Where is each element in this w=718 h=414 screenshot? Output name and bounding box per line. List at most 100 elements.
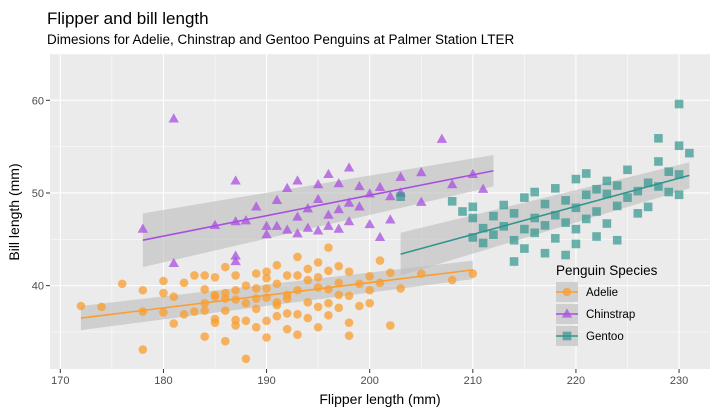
gentoo-point bbox=[530, 187, 539, 197]
gentoo-point bbox=[643, 202, 653, 212]
adelie-point bbox=[210, 318, 220, 327]
adelie-point bbox=[221, 262, 230, 272]
chinstrap-point bbox=[364, 218, 375, 229]
gentoo-point bbox=[540, 248, 550, 258]
chinstrap-point bbox=[271, 220, 283, 230]
gentoo-point bbox=[551, 184, 560, 193]
gentoo-point bbox=[664, 167, 674, 176]
adelie-point bbox=[272, 300, 282, 310]
x-tick-label: 220 bbox=[567, 375, 585, 387]
adelie-point bbox=[231, 271, 240, 280]
gentoo-point bbox=[623, 193, 632, 202]
gentoo-point bbox=[540, 199, 550, 209]
chinstrap-point bbox=[271, 194, 283, 204]
x-tick-label: 170 bbox=[51, 375, 69, 387]
adelie-point bbox=[190, 307, 199, 316]
gentoo-point bbox=[396, 192, 405, 201]
adelie-point bbox=[355, 301, 364, 311]
x-tick-label: 190 bbox=[257, 375, 275, 387]
adelie-point bbox=[241, 354, 251, 364]
chinstrap-confidence-band bbox=[142, 154, 494, 268]
legend-label-chinstrap: Chinstrap bbox=[586, 309, 635, 321]
gentoo-point bbox=[685, 148, 694, 158]
chinstrap-point bbox=[230, 250, 241, 260]
chinstrap-point bbox=[261, 229, 272, 239]
legend-marker-chinstrap bbox=[561, 308, 573, 318]
gentoo-point bbox=[592, 232, 601, 241]
gentoo-point bbox=[674, 141, 684, 151]
chinstrap-point bbox=[230, 255, 241, 266]
adelie-point bbox=[386, 321, 395, 330]
adelie-point bbox=[293, 310, 302, 319]
adelie-point bbox=[334, 303, 344, 313]
chinstrap-point bbox=[436, 133, 448, 143]
y-axis-label: Bill length (mm) bbox=[6, 163, 22, 260]
adelie-point bbox=[169, 292, 179, 302]
adelie-point bbox=[221, 288, 230, 298]
gentoo-point bbox=[571, 224, 581, 234]
adelie-point bbox=[303, 275, 313, 285]
chinstrap-point bbox=[168, 257, 179, 267]
adelie-point bbox=[344, 291, 354, 301]
adelie-point bbox=[210, 272, 220, 282]
adelie-point bbox=[344, 331, 354, 340]
adelie-point bbox=[190, 271, 199, 280]
chinstrap-point bbox=[261, 220, 272, 230]
adelie-point bbox=[313, 283, 323, 292]
gentoo-point bbox=[592, 184, 601, 194]
gentoo-point bbox=[654, 134, 663, 143]
adelie-point bbox=[282, 324, 292, 334]
chinstrap-point bbox=[292, 175, 303, 185]
gentoo-point bbox=[623, 165, 632, 175]
gentoo-point bbox=[581, 190, 591, 200]
chinstrap-point bbox=[137, 223, 149, 233]
chinstrap-point bbox=[343, 216, 355, 226]
adelie-point bbox=[241, 298, 251, 308]
adelie-point bbox=[324, 243, 333, 252]
chinstrap-point bbox=[251, 201, 262, 211]
chinstrap-point bbox=[323, 209, 334, 219]
gentoo-fit-line bbox=[400, 174, 690, 255]
x-axis-label: Flipper length (mm) bbox=[319, 391, 440, 407]
adelie-point bbox=[447, 275, 457, 285]
adelie-point bbox=[272, 311, 282, 321]
gentoo-confidence-band bbox=[400, 162, 690, 276]
gentoo-point bbox=[612, 235, 622, 245]
gentoo-point bbox=[633, 209, 643, 218]
gentoo-point bbox=[602, 189, 612, 199]
gentoo-point bbox=[674, 190, 684, 200]
legend-marker-gentoo bbox=[562, 331, 572, 341]
adelie-point bbox=[313, 323, 323, 332]
adelie-point bbox=[324, 285, 333, 294]
gentoo-point bbox=[551, 234, 560, 243]
adelie-point bbox=[344, 318, 354, 327]
gentoo-point bbox=[664, 187, 674, 197]
gentoo-point bbox=[489, 230, 498, 239]
adelie-point bbox=[117, 279, 127, 289]
gentoo-point bbox=[478, 238, 488, 248]
adelie-point bbox=[303, 297, 313, 307]
gentoo-point bbox=[520, 244, 529, 253]
adelie-point bbox=[272, 260, 282, 270]
adelie-point bbox=[375, 256, 385, 265]
gentoo-point bbox=[520, 224, 529, 234]
chinstrap-point bbox=[395, 171, 406, 181]
adelie-point bbox=[365, 285, 374, 295]
adelie-point bbox=[200, 306, 209, 315]
gentoo-point bbox=[509, 257, 519, 266]
y-tick-label: 60 bbox=[32, 95, 44, 107]
adelie-point bbox=[262, 273, 271, 283]
chinstrap-point bbox=[333, 223, 344, 233]
chinstrap-point bbox=[354, 201, 365, 211]
adelie-point bbox=[179, 278, 189, 288]
adelie-point bbox=[334, 290, 344, 300]
chinstrap-point bbox=[416, 196, 427, 206]
gentoo-point bbox=[468, 202, 478, 212]
adelie-point bbox=[344, 267, 354, 277]
confidence-bands bbox=[80, 154, 690, 331]
adelie-point bbox=[313, 272, 323, 282]
adelie-point bbox=[262, 316, 271, 326]
adelie-point bbox=[251, 304, 261, 314]
gentoo-point bbox=[509, 209, 519, 218]
gentoo-point bbox=[468, 233, 478, 242]
